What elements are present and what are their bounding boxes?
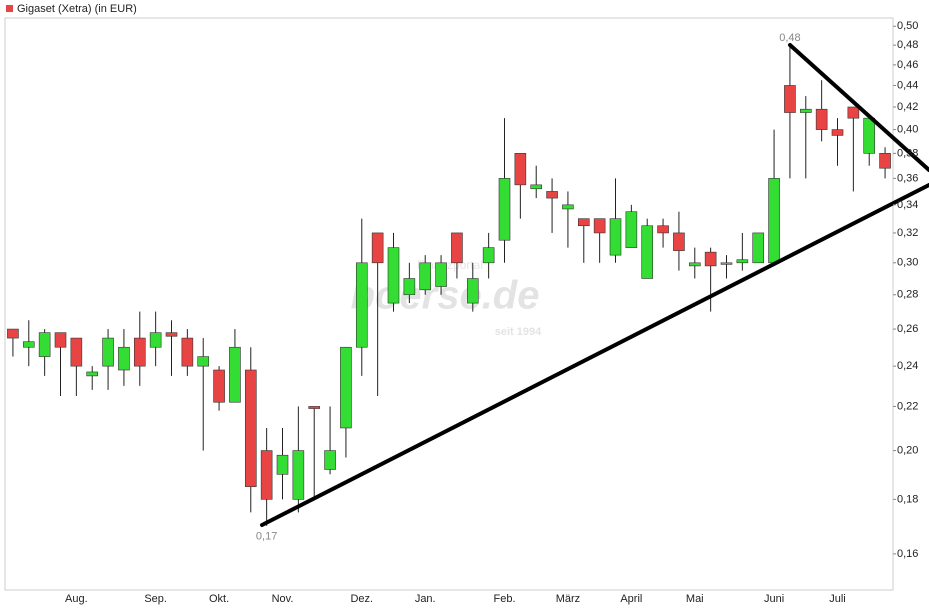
y-tick-label: 0,18 — [897, 493, 918, 505]
x-tick-label: Okt. — [209, 593, 229, 605]
candle-body — [355, 262, 368, 348]
candle-body — [118, 346, 130, 371]
y-tick-label: 0,38 — [897, 147, 918, 159]
y-tick-label: 0,42 — [897, 101, 918, 113]
candle-body — [197, 356, 210, 367]
candle-body — [577, 218, 590, 227]
candle-body — [879, 153, 891, 169]
plot-frame — [4, 17, 894, 591]
candle-body — [752, 232, 765, 264]
candle-body — [799, 108, 812, 113]
candle-body — [419, 262, 432, 291]
candle-body — [673, 232, 685, 251]
candle-body — [387, 247, 400, 304]
candle-body — [704, 251, 717, 267]
y-tick-label: 0,32 — [897, 227, 918, 239]
candle-body — [70, 337, 83, 367]
y-tick-label: 0,40 — [897, 123, 918, 135]
candle-body — [38, 332, 51, 357]
y-tick-label: 0,26 — [897, 323, 918, 335]
y-tick-label: 0,46 — [897, 59, 918, 71]
candle-body — [102, 337, 114, 367]
candle-body — [784, 85, 796, 113]
x-tick-label: April — [620, 593, 642, 605]
x-tick-label: Jan. — [415, 593, 436, 605]
y-tick-label: 0,50 — [897, 20, 918, 32]
annotation: 0,17 — [256, 531, 277, 543]
y-tick-label: 0,24 — [897, 360, 918, 372]
candle-body — [847, 106, 860, 119]
candle-body — [213, 369, 225, 403]
candle-body — [720, 262, 733, 265]
x-tick-label: Mai — [686, 593, 704, 605]
candle-body — [260, 450, 273, 500]
candle-body — [530, 184, 543, 190]
plot: 0,48 0,17 — [7, 32, 891, 543]
candle-body — [562, 204, 574, 210]
candle-body — [371, 232, 384, 264]
candle-body — [466, 278, 479, 304]
candle-body — [86, 371, 99, 377]
y-tick-label: 0,22 — [897, 400, 918, 412]
y-tick-label: 0,28 — [897, 289, 918, 301]
y-tick-label: 0,30 — [897, 257, 918, 269]
x-tick-label: März — [556, 593, 580, 605]
candle-body — [815, 108, 828, 130]
candle-body — [244, 369, 257, 487]
candle-body — [546, 191, 558, 199]
x-tick-label: Aug. — [65, 593, 88, 605]
candle-body — [768, 178, 780, 264]
annotation: 0,48 — [779, 32, 800, 44]
candle-body — [308, 406, 321, 409]
candle-body — [149, 332, 162, 348]
candle-body — [181, 337, 194, 367]
candle-body — [229, 346, 241, 403]
y-tick-label: 0,34 — [897, 199, 918, 211]
x-tick-label: Feb. — [493, 593, 515, 605]
trend-line — [260, 183, 929, 527]
candle-body — [22, 341, 35, 348]
candle-body — [7, 328, 19, 339]
candle-body — [133, 337, 146, 367]
y-tick-label: 0,20 — [897, 444, 918, 456]
x-tick-label: Juli — [829, 593, 846, 605]
chart-title: Gigaset (Xetra) (in EUR) — [17, 3, 137, 15]
candle-body — [435, 262, 447, 287]
candle-body — [514, 153, 527, 186]
candle-body — [54, 332, 67, 348]
candle-body — [498, 178, 511, 241]
candle-body — [165, 332, 178, 337]
candle-body — [831, 129, 844, 136]
candle-body — [863, 117, 876, 154]
watermark: Finanzportal boerse.de seit 1994 — [351, 258, 543, 338]
legend-swatch — [6, 5, 13, 12]
y-tick-label: 0,44 — [897, 79, 918, 91]
candle-body — [641, 225, 654, 279]
candle-body — [451, 232, 463, 264]
x-tick-label: Nov. — [272, 593, 294, 605]
candle-body — [292, 450, 305, 500]
candle-body — [736, 259, 749, 264]
x-tick-label: Dez. — [350, 593, 373, 605]
y-tick-label: 0,36 — [897, 172, 918, 184]
candle-body — [403, 278, 416, 296]
candle-body — [276, 454, 289, 475]
candle-body — [625, 211, 638, 248]
x-tick-label: Sep. — [144, 593, 167, 605]
trend-line — [788, 43, 929, 172]
candle-body — [688, 262, 701, 267]
watermark-text: Finanzportal — [417, 258, 483, 272]
candle-body — [609, 218, 622, 256]
watermark-text: seit 1994 — [495, 326, 542, 338]
candle-body — [593, 218, 606, 234]
candle-body — [324, 450, 336, 470]
y-tick-label: 0,48 — [897, 39, 918, 51]
y-tick-label: 0,16 — [897, 548, 918, 560]
candle-body — [657, 225, 669, 234]
x-tick-label: Juni — [764, 593, 784, 605]
candle-body — [340, 346, 352, 429]
candle-body — [482, 247, 495, 264]
